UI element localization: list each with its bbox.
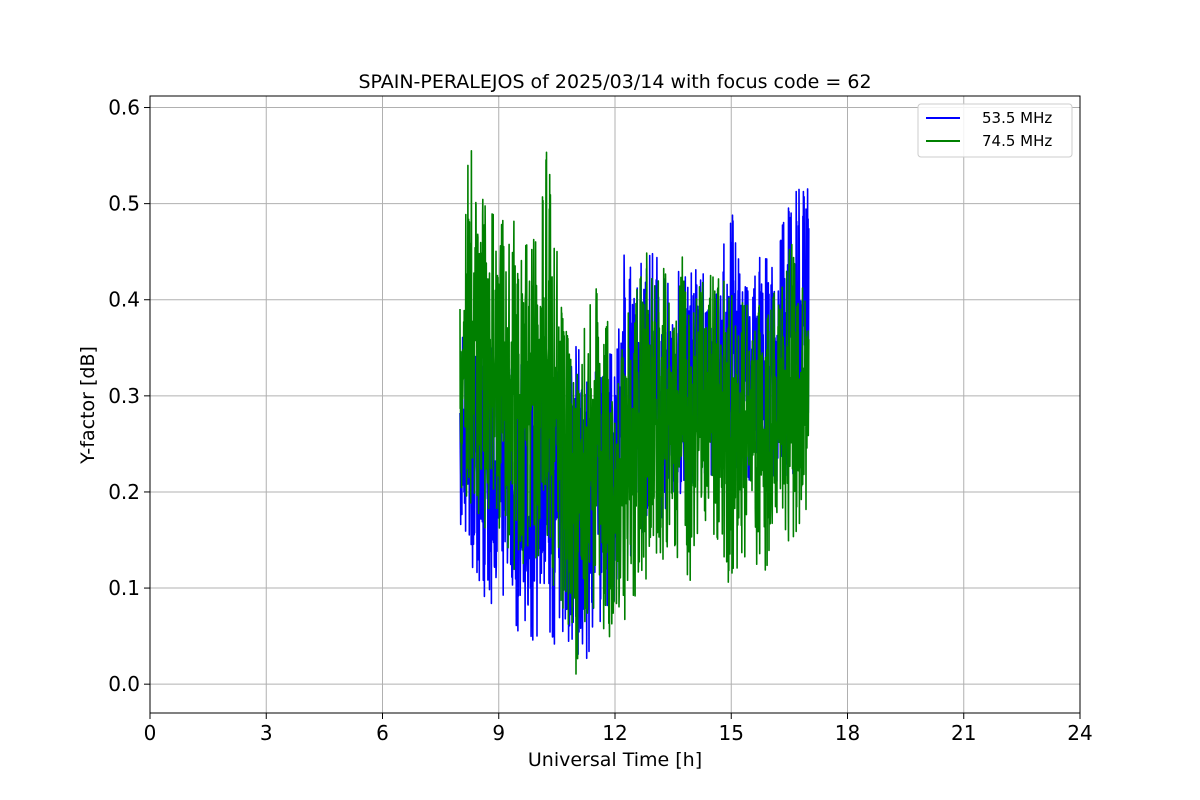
x-tick-label: 3 <box>260 721 273 745</box>
x-tick-label: 24 <box>1067 721 1092 745</box>
x-tick-label: 9 <box>492 721 505 745</box>
series-layer <box>459 150 810 675</box>
y-tick-label: 0.2 <box>108 480 140 504</box>
x-tick-label: 0 <box>144 721 157 745</box>
legend: 53.5 MHz 74.5 MHz <box>917 103 1073 158</box>
legend-label-53-5-mhz: 53.5 MHz <box>982 109 1052 127</box>
y-tick-label: 0.6 <box>108 96 140 120</box>
legend-label-74-5-mhz: 74.5 MHz <box>982 132 1052 150</box>
x-tick-label: 6 <box>376 721 389 745</box>
x-tick-label: 21 <box>951 721 976 745</box>
x-axis-label: Universal Time [h] <box>528 749 702 771</box>
x-tick-label: 18 <box>835 721 860 745</box>
y-axis: 0.0 0.1 0.2 0.3 0.4 0.5 0.6 <box>108 96 150 696</box>
y-tick-label: 0.1 <box>108 576 140 600</box>
y-tick-label: 0.0 <box>108 672 140 696</box>
y-axis-label: Y-factor [dB] <box>77 346 99 465</box>
chart-title: SPAIN-PERALEJOS of 2025/03/14 with focus… <box>358 71 871 93</box>
y-tick-label: 0.3 <box>108 384 140 408</box>
y-tick-label: 0.4 <box>108 288 140 312</box>
x-tick-label: 12 <box>602 721 627 745</box>
x-axis: 0 3 6 9 12 15 18 21 24 <box>144 713 1093 745</box>
x-tick-label: 15 <box>719 721 744 745</box>
y-tick-label: 0.5 <box>108 192 140 216</box>
series-line-74-5-mhz <box>459 150 810 675</box>
